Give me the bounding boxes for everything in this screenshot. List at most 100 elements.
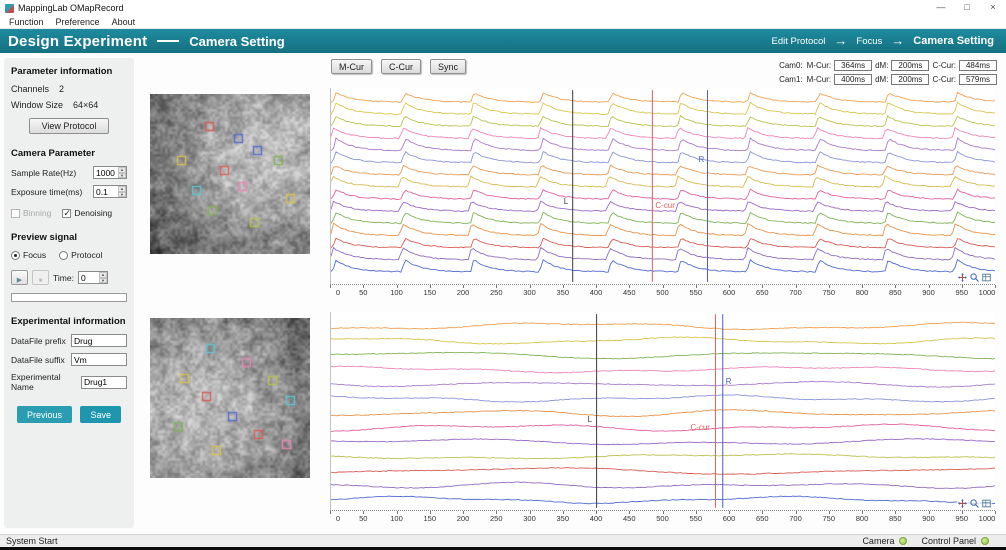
pan-icon[interactable] [958,273,967,282]
cursor-label-l: L [564,197,569,206]
time-label: Time: [53,272,74,283]
axis-tick [895,511,897,514]
pan-icon[interactable] [958,499,967,508]
axis-tick-label: 700 [789,514,802,523]
denoising-checkbox[interactable] [62,208,72,219]
app-icon [5,3,14,13]
cam0-preview-image[interactable] [150,94,310,254]
preview-signal-title: Preview signal [11,232,78,243]
cam1-dm-value[interactable]: 200ms [891,73,930,85]
spin-down-icon[interactable] [98,277,107,283]
cam1-name-label: Cam1: [779,74,803,84]
datafile-suffix-input[interactable] [71,353,127,366]
cam0-m-cur-value[interactable]: 364ms [834,59,873,71]
close-button[interactable]: × [990,2,996,12]
play-button[interactable] [11,270,28,285]
step-focus[interactable]: Focus [856,35,883,47]
datafile-prefix-input[interactable] [71,334,127,347]
export-icon[interactable] [982,273,991,282]
spin-down-icon[interactable] [118,191,126,197]
focus-radio[interactable] [11,250,20,260]
export-icon[interactable] [982,499,991,508]
axis-tick [961,285,963,288]
axis-tick-label: 500 [656,514,669,523]
save-button[interactable]: Save [80,406,121,423]
minimize-button[interactable]: — [936,2,946,12]
menu-preference[interactable]: Preference [55,17,100,27]
axis-tick [396,511,398,514]
menu-about[interactable]: About [111,17,136,27]
cam0-c-cur-value[interactable]: 484ms [959,59,997,71]
c-cur-button[interactable]: C-Cur [381,59,421,74]
datafile-prefix-label: DataFile prefix [11,335,66,346]
axis-tick-label: 700 [789,288,802,297]
axis-tick [695,511,697,514]
spin-down-icon[interactable] [118,172,126,178]
menu-function[interactable]: Function [9,17,44,27]
cam0-c-cur-label: C-Cur: [932,60,956,70]
page-subtitle: Camera Setting [189,33,285,49]
time-spinner[interactable] [98,272,107,283]
axis-tick-label: 1000 [978,514,996,523]
window-size-value: 64×64 [73,100,99,110]
signal-trace-3 [331,126,995,140]
cam1-signal-plot[interactable]: L C-cur R 0 50 100 150 200 250 300 350 400 450 500 55… [330,312,996,523]
parameter-sidebar: Parameter information Channels 2 Window … [4,58,134,528]
stop-button[interactable] [32,270,49,285]
axis-tick [795,285,797,288]
axis-tick [762,285,764,288]
zoom-icon[interactable] [970,273,979,282]
signal-trace-12 [331,237,995,249]
cursor-toolbar: M-Cur C-Cur Sync [331,59,467,74]
axis-tick [529,285,531,288]
axis-tick-label: 800 [855,288,869,297]
titlebar: MappingLab OMapRecord — □ × [0,0,1006,16]
axis-tick [596,285,597,288]
axis-tick-label: 850 [888,288,902,297]
sample-rate-spinner[interactable] [118,167,126,178]
axis-tick-label: 800 [855,514,869,523]
experimental-information-title: Experimental information [11,316,126,327]
signal-trace-12 [331,495,995,505]
protocol-radio[interactable] [59,250,69,260]
window-title: MappingLab OMapRecord [18,3,124,13]
axis-tick [629,511,631,514]
maximize-button[interactable]: □ [964,2,970,12]
zoom-icon[interactable] [970,499,979,508]
axis-tick-label: 100 [390,288,403,297]
experimental-name-input[interactable] [81,375,127,389]
cam0-signal-plot[interactable]: L C-cur R 0 50 100 150 200 250 300 350 400 450 500 55… [330,88,996,297]
checkbox-row: Binning Denoising [11,208,127,219]
signal-trace-5 [331,394,995,403]
datafile-prefix-row: DataFile prefix [11,334,127,347]
experimental-name-label: Experimental Name [11,372,61,392]
axis-tick [363,285,365,288]
axis-tick [762,511,764,514]
axis-tick-label: 600 [722,514,736,523]
channels-row: Channels 2 [11,84,127,94]
axis-tick-label: 650 [755,514,769,523]
signal-trace-0 [331,91,995,103]
plot0-tools [957,272,992,283]
sync-button[interactable]: Sync [430,59,467,74]
cam1-m-cur-value[interactable]: 400ms [834,73,873,85]
cam1-preview-image[interactable] [150,318,310,478]
exposure-spinner[interactable] [118,186,126,197]
signal-trace-0 [331,321,995,331]
step-camera-setting[interactable]: Camera Setting [913,35,994,47]
axis-tick-label: 250 [489,514,503,523]
axis-tick-label: 650 [755,288,769,297]
view-protocol-button[interactable]: View Protocol [29,118,109,134]
binning-checkbox[interactable] [11,208,20,218]
cam1-c-cur-value[interactable]: 579ms [959,73,997,85]
title-separator [157,40,180,42]
previous-button[interactable]: Previous [17,406,73,423]
cam1-dm-label: dM: [875,74,889,84]
axis-tick-label: 200 [456,514,470,523]
cam0-dm-value[interactable]: 200ms [891,59,930,71]
axis-tick-label: 250 [489,288,503,297]
camera-parameter-title: Camera Parameter [11,148,95,159]
signal-trace-9 [331,453,995,460]
m-cur-button[interactable]: M-Cur [331,59,372,74]
step-edit-protocol[interactable]: Edit Protocol [771,35,826,47]
